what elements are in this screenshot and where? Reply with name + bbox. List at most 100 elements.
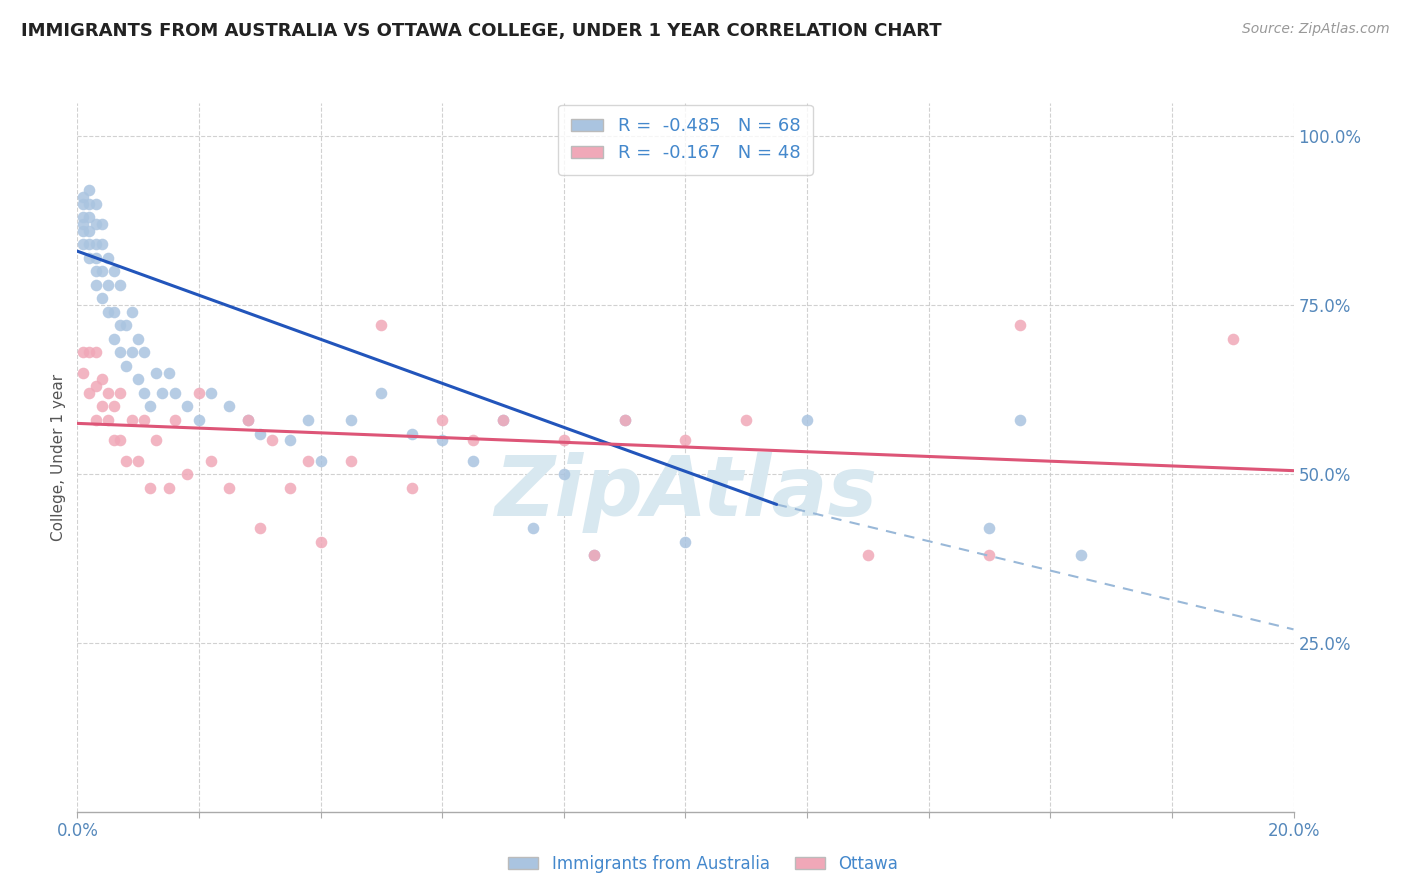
Point [97, 413, 120, 427]
Point [79, 211, 101, 225]
Text: ZipAtlas: ZipAtlas [494, 452, 877, 533]
Point [97, 386, 120, 401]
Point [84, 217, 107, 231]
Point [218, 400, 240, 414]
Point [675, 534, 697, 549]
Point [90, 237, 112, 252]
Point [553, 434, 575, 448]
Point [90, 264, 112, 278]
Text: IMMIGRANTS FROM AUSTRALIA VS OTTAWA COLLEGE, UNDER 1 YEAR CORRELATION CHART: IMMIGRANTS FROM AUSTRALIA VS OTTAWA COLL… [21, 22, 942, 40]
Point [121, 345, 143, 359]
Point [97, 251, 120, 265]
Point [370, 386, 392, 401]
Point [72, 197, 94, 211]
Point [127, 372, 149, 386]
Legend: Immigrants from Australia, Ottawa: Immigrants from Australia, Ottawa [502, 848, 904, 880]
Point [115, 318, 138, 333]
Point [297, 453, 319, 467]
Point [121, 305, 143, 319]
Point [796, 413, 818, 427]
Point [72, 211, 94, 225]
Point [72, 345, 94, 359]
Point [553, 467, 575, 481]
Point [90, 217, 112, 231]
Point [79, 251, 101, 265]
Point [613, 413, 636, 427]
Point [72, 366, 94, 380]
Point [84, 264, 107, 278]
Point [84, 345, 107, 359]
Point [103, 264, 125, 278]
Point [139, 400, 162, 414]
Point [492, 413, 515, 427]
Point [461, 434, 484, 448]
Point [72, 224, 94, 238]
Point [145, 366, 167, 380]
Point [72, 217, 94, 231]
Point [79, 197, 101, 211]
Point [90, 372, 112, 386]
Point [735, 413, 758, 427]
Point [84, 197, 107, 211]
Point [522, 521, 544, 535]
Point [157, 366, 180, 380]
Point [108, 277, 131, 292]
Point [103, 332, 125, 346]
Point [675, 434, 697, 448]
Point [97, 277, 120, 292]
Point [84, 251, 107, 265]
Point [236, 413, 259, 427]
Point [97, 305, 120, 319]
Point [84, 379, 107, 393]
Point [309, 534, 332, 549]
Point [236, 413, 259, 427]
Point [79, 224, 101, 238]
Point [108, 434, 131, 448]
Point [115, 453, 138, 467]
Point [121, 413, 143, 427]
Point [583, 548, 606, 562]
Point [461, 453, 484, 467]
Y-axis label: College, Under 1 year: College, Under 1 year [51, 374, 66, 541]
Point [401, 426, 423, 441]
Point [278, 434, 301, 448]
Point [430, 434, 453, 448]
Point [979, 521, 1001, 535]
Point [84, 237, 107, 252]
Point [108, 318, 131, 333]
Point [176, 467, 198, 481]
Point [188, 413, 211, 427]
Point [79, 345, 101, 359]
Point [278, 481, 301, 495]
Point [188, 386, 211, 401]
Point [90, 292, 112, 306]
Point [108, 386, 131, 401]
Point [79, 183, 101, 197]
Point [340, 453, 363, 467]
Point [103, 434, 125, 448]
Point [613, 413, 636, 427]
Point [1070, 548, 1092, 562]
Point [200, 453, 222, 467]
Point [72, 190, 94, 204]
Point [79, 237, 101, 252]
Point [401, 481, 423, 495]
Point [139, 481, 162, 495]
Point [430, 413, 453, 427]
Point [1008, 413, 1031, 427]
Point [218, 481, 240, 495]
Point [979, 548, 1001, 562]
Point [176, 400, 198, 414]
Point [260, 434, 283, 448]
Point [340, 413, 363, 427]
Point [1222, 332, 1244, 346]
Point [103, 400, 125, 414]
Point [157, 481, 180, 495]
Point [84, 277, 107, 292]
Point [84, 413, 107, 427]
Point [103, 305, 125, 319]
Point [297, 413, 319, 427]
Legend: R =  -0.485   N = 68, R =  -0.167   N = 48: R = -0.485 N = 68, R = -0.167 N = 48 [558, 104, 813, 175]
Point [370, 318, 392, 333]
Point [163, 413, 186, 427]
